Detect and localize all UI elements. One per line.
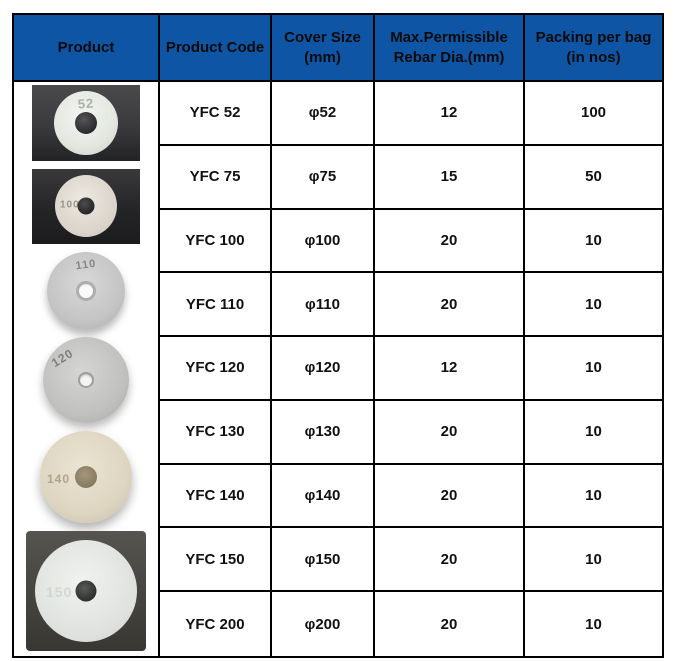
packing-cell: 10 [525, 273, 662, 338]
product-code-cell: YFC 100 [160, 209, 272, 274]
packing-cell: 10 [525, 592, 662, 656]
product-photo-150: 150 [26, 530, 146, 651]
product-code-cell: YFC 110 [160, 273, 272, 338]
product-photo-140: 140 [40, 431, 132, 524]
packing-cell: 10 [525, 464, 662, 529]
packing-cell: 10 [525, 209, 662, 274]
rebar-dia-cell: 12 [375, 82, 525, 146]
packing-cell: 10 [525, 337, 662, 401]
rebar-dia-cell: 20 [375, 464, 525, 529]
header-cover-size: Cover Size (mm) [272, 15, 375, 82]
packing-cell: 50 [525, 145, 662, 210]
product-code-cell: YFC 200 [160, 592, 272, 656]
header-packing: Packing per bag (in nos) [525, 15, 662, 82]
spacer-disc-150: 150 [35, 539, 137, 642]
spacer-disc-120: 120 [43, 337, 129, 424]
packing-cell: 100 [525, 82, 662, 146]
rebar-dia-cell: 15 [375, 145, 525, 210]
packing-cell: 10 [525, 400, 662, 465]
cover-size-cell: φ52 [272, 82, 375, 146]
spacer-disc-52: 52 [54, 91, 118, 155]
disc-marking: 52 [77, 95, 95, 112]
rebar-dia-cell: 12 [375, 337, 525, 401]
product-photo-52: 52 [32, 85, 140, 161]
rebar-dia-cell: 20 [375, 273, 525, 338]
product-code-cell: YFC 52 [160, 82, 272, 146]
header-product: Product [14, 15, 160, 82]
cover-size-cell: φ75 [272, 145, 375, 210]
disc-marking: 100 [60, 199, 80, 211]
product-spec-table: Product Product Code Cover Size (mm) Max… [12, 13, 664, 658]
rebar-dia-cell: 20 [375, 592, 525, 656]
cover-size-cell: φ130 [272, 400, 375, 465]
spacer-disc-100: 100 [55, 175, 117, 238]
spacer-disc-110: 110 [47, 251, 125, 330]
spacer-disc-140: 140 [40, 431, 132, 524]
rebar-dia-cell: 20 [375, 528, 525, 593]
cover-size-cell: φ110 [272, 273, 375, 338]
disc-marking: 150 [46, 583, 73, 600]
disc-hole [78, 372, 94, 389]
cover-size-cell: φ100 [272, 209, 375, 274]
disc-hole [75, 112, 97, 134]
disc-hole [77, 197, 95, 215]
cover-size-cell: φ140 [272, 464, 375, 529]
packing-cell: 10 [525, 528, 662, 593]
product-photo-100: 100 [32, 168, 140, 244]
product-code-cell: YFC 75 [160, 145, 272, 210]
disc-hole [75, 580, 97, 602]
product-code-cell: YFC 130 [160, 400, 272, 465]
product-code-cell: YFC 140 [160, 464, 272, 529]
rebar-dia-cell: 20 [375, 400, 525, 465]
rebar-dia-cell: 20 [375, 209, 525, 274]
cover-size-cell: φ120 [272, 337, 375, 401]
product-code-cell: YFC 150 [160, 528, 272, 593]
disc-hole [75, 466, 97, 489]
disc-marking: 120 [49, 346, 76, 371]
cover-size-cell: φ200 [272, 592, 375, 656]
disc-hole [76, 280, 96, 301]
header-product-code: Product Code [160, 15, 272, 82]
product-image-column: 52 100 110 120 [14, 82, 160, 656]
product-photo-110: 110 [47, 251, 125, 330]
cover-size-cell: φ150 [272, 528, 375, 593]
product-photo-120: 120 [43, 337, 129, 424]
product-code-cell: YFC 120 [160, 337, 272, 401]
disc-marking: 140 [47, 471, 71, 486]
header-rebar-dia: Max.Permissible Rebar Dia.(mm) [375, 15, 525, 82]
disc-marking: 110 [74, 257, 98, 272]
